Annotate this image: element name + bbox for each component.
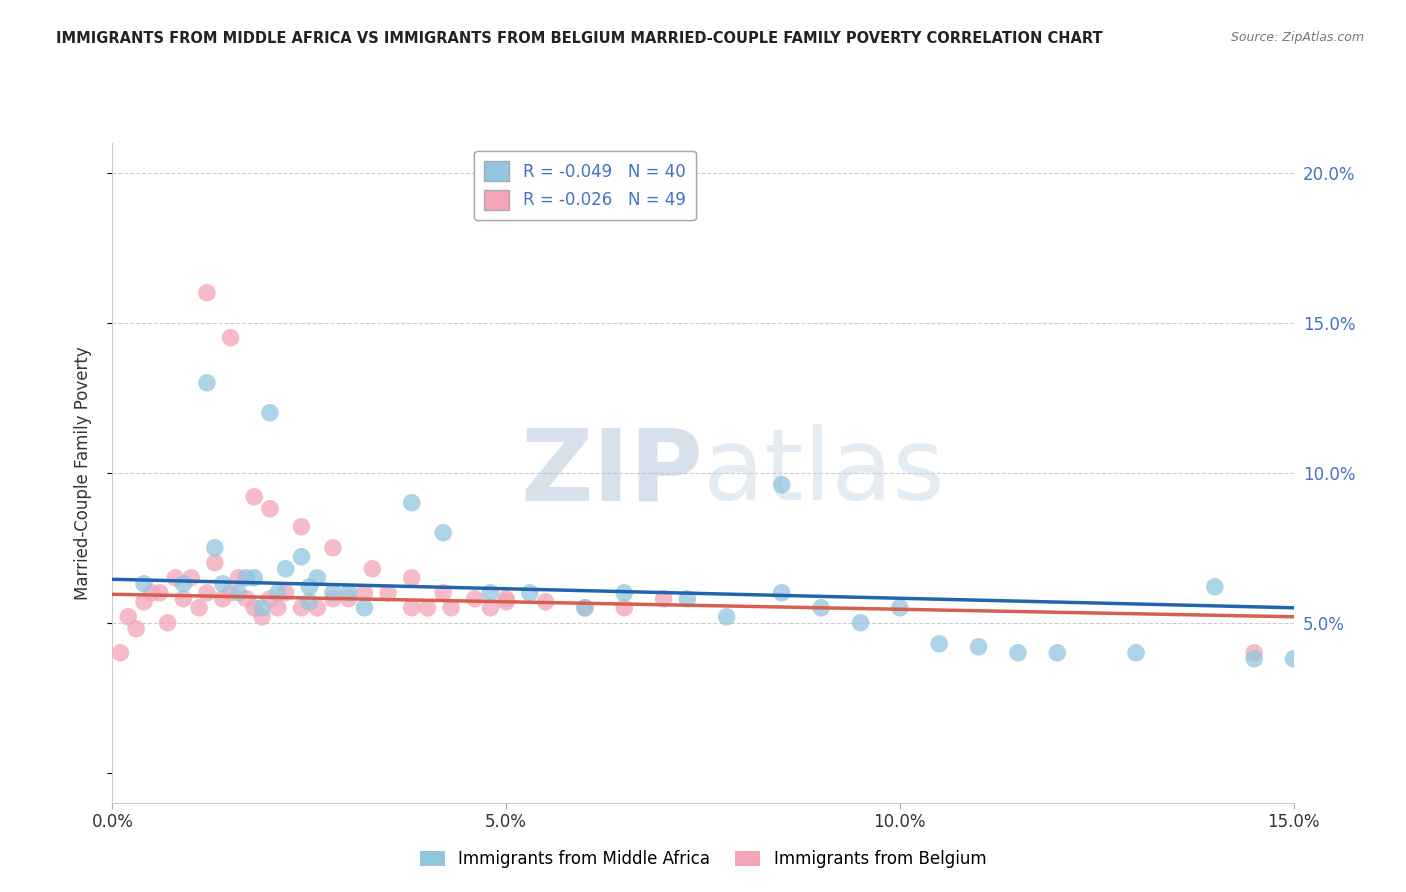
Point [432,525,454,540]
Point [1007,646,1029,660]
Point [1282,652,1305,666]
Point [219,331,242,345]
Point [416,600,439,615]
Point [290,600,312,615]
Point [132,576,155,591]
Point [188,600,211,615]
Point [125,622,148,636]
Point [401,571,423,585]
Point [889,600,911,615]
Point [267,600,290,615]
Point [322,541,344,555]
Point [1125,646,1147,660]
Legend: Immigrants from Middle Africa, Immigrants from Belgium: Immigrants from Middle Africa, Immigrant… [413,844,993,875]
Y-axis label: Married-Couple Family Poverty: Married-Couple Family Poverty [73,346,91,599]
Point [274,586,297,600]
Point [534,595,557,609]
Point [110,646,132,660]
Point [259,501,281,516]
Point [401,496,423,510]
Point [165,571,187,585]
Point [337,591,360,606]
Point [849,615,872,630]
Point [574,600,596,615]
Point [290,549,312,564]
Point [228,586,250,600]
Point [180,571,202,585]
Point [401,600,423,615]
Point [298,595,321,609]
Point [195,586,218,600]
Point [716,609,738,624]
Point [676,591,699,606]
Point [250,609,273,624]
Point [243,490,266,504]
Point [228,571,250,585]
Point [574,600,596,615]
Point [211,591,233,606]
Text: ZIP: ZIP [520,425,703,521]
Point [172,576,194,591]
Point [361,562,384,576]
Point [1243,652,1265,666]
Point [141,586,163,600]
Point [274,562,297,576]
Point [195,376,218,390]
Point [479,586,502,600]
Text: Source: ZipAtlas.com: Source: ZipAtlas.com [1230,31,1364,45]
Point [322,586,344,600]
Point [464,591,486,606]
Point [307,600,329,615]
Point [613,600,636,615]
Point [132,595,155,609]
Point [235,571,257,585]
Point [810,600,832,615]
Point [652,591,675,606]
Point [243,600,266,615]
Point [211,576,233,591]
Point [353,600,375,615]
Point [337,586,360,600]
Point [219,586,242,600]
Point [495,591,517,606]
Point [172,591,194,606]
Point [967,640,990,654]
Point [495,595,517,609]
Point [479,600,502,615]
Point [1204,580,1226,594]
Point [770,477,793,491]
Point [243,571,266,585]
Point [149,586,172,600]
Point [613,586,636,600]
Point [440,600,463,615]
Point [770,586,793,600]
Point [290,520,312,534]
Text: IMMIGRANTS FROM MIDDLE AFRICA VS IMMIGRANTS FROM BELGIUM MARRIED-COUPLE FAMILY P: IMMIGRANTS FROM MIDDLE AFRICA VS IMMIGRA… [56,31,1102,46]
Point [259,406,281,420]
Point [156,615,179,630]
Point [259,591,281,606]
Point [928,637,950,651]
Point [195,285,218,300]
Point [1046,646,1069,660]
Point [117,609,139,624]
Point [353,586,375,600]
Point [322,591,344,606]
Point [1243,646,1265,660]
Point [250,600,273,615]
Point [235,591,257,606]
Text: atlas: atlas [703,425,945,521]
Point [204,556,226,570]
Point [298,580,321,594]
Point [267,586,290,600]
Point [307,571,329,585]
Point [204,541,226,555]
Point [519,586,541,600]
Point [432,586,454,600]
Legend: R = -0.049   N = 40, R = -0.026   N = 49: R = -0.049 N = 40, R = -0.026 N = 49 [474,151,696,220]
Point [377,586,399,600]
